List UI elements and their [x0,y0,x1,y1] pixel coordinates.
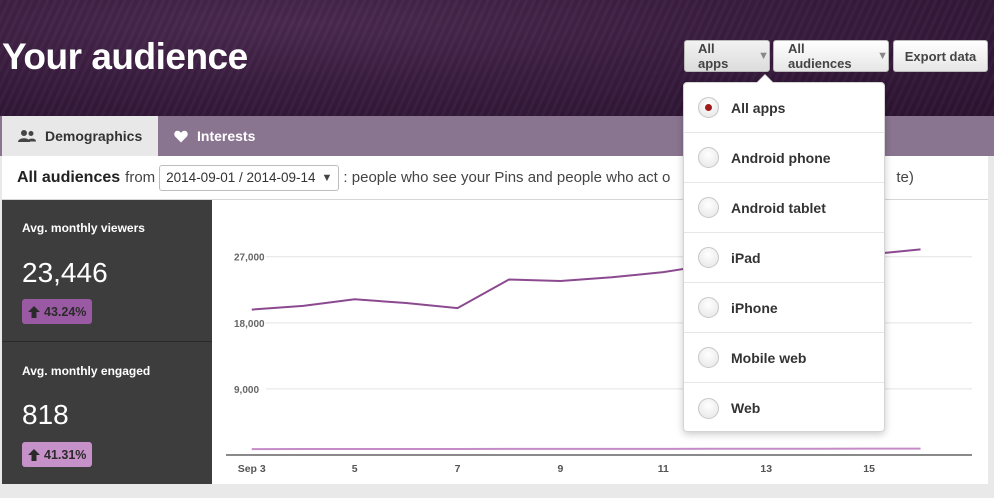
apps-dropdown-menu: All apps Android phone Android tablet iPad i… [683,74,885,433]
tab-demographics-label: Demographics [45,128,143,144]
radio-button[interactable] [698,397,719,419]
radio-button[interactable] [698,197,719,218]
stat-label: Avg. monthly engaged [22,364,151,378]
app-option-label: Android tablet [731,199,826,216]
page-title: Your audience [2,36,248,77]
tab-demographics[interactable]: Demographics [2,116,158,156]
audience-description-end: te) [896,169,914,186]
export-data-button[interactable]: Export data [893,40,988,72]
change-value: 43.24% [44,304,87,319]
app-option-label: iPad [731,249,761,266]
radio-button[interactable] [698,297,719,318]
people-icon [18,130,36,142]
app-option-label: Android phone [731,149,831,166]
app-option[interactable]: Mobile web [684,333,884,383]
audience-description: : people who see your Pins and people wh… [343,169,671,186]
app-option[interactable]: Android phone [684,133,884,183]
stat-value: 818 [22,399,69,430]
stats-panel: Avg. monthly viewers 23,446 43.24% Avg. … [2,200,212,484]
arrow-up-icon [28,448,40,461]
all-audiences-label: All audiences [788,41,852,71]
app-option[interactable]: All apps [684,83,884,133]
radio-button[interactable] [698,347,719,368]
export-data-label: Export data [904,48,977,64]
app-option[interactable]: Android tablet [684,183,884,233]
app-option-label: iPhone [731,299,778,316]
stat-viewers: Avg. monthly viewers 23,446 43.24% [2,200,212,342]
x-tick-label: 9 [557,463,563,475]
change-badge: 41.31% [22,442,93,467]
app-option-label: Web [731,400,761,416]
y-tick-label: 27,000 [234,253,265,264]
stat-value: 23,446 [22,257,108,288]
radio-button[interactable] [698,247,719,268]
app-option-label: Mobile web [731,349,807,366]
app-option[interactable]: iPad [684,233,884,283]
change-value: 41.31% [44,447,87,462]
y-tick-label: 9,000 [234,385,259,396]
date-range-select[interactable]: 2014-09-01 / 2014-09-14 ▼ [159,164,340,191]
radio-button[interactable] [698,147,719,168]
stat-label: Avg. monthly viewers [22,221,145,235]
tab-interests[interactable]: Interests [158,116,276,156]
stat-engaged: Avg. monthly engaged 818 41.31% [2,342,212,484]
change-badge: 43.24% [22,299,93,324]
caret-down-icon: ▼ [758,50,769,62]
all-audiences-dropdown-button[interactable]: All audiences ▼ [773,40,889,72]
radio-button[interactable] [698,97,719,118]
x-tick-label: 15 [863,463,875,475]
all-apps-label: All apps [698,41,729,71]
from-label: from [125,169,156,186]
date-range-value: 2014-09-01 / 2014-09-14 [166,170,316,185]
x-tick-label: 13 [760,463,772,475]
app-option[interactable]: Web [684,383,884,433]
x-tick-label: 5 [352,463,358,475]
caret-down-icon: ▼ [321,171,333,184]
y-tick-label: 18,000 [234,319,265,330]
app-option-label: All apps [731,99,786,116]
app-option[interactable]: iPhone [684,283,884,333]
x-tick-label: 11 [658,463,669,475]
caret-down-icon: ▼ [877,50,888,62]
all-apps-dropdown-button[interactable]: All apps ▼ [684,40,770,72]
x-tick-label: 7 [455,463,461,475]
tab-interests-label: Interests [197,128,256,144]
x-tick-label: Sep 3 [238,463,266,475]
audience-filter-label: All audiences [17,168,121,186]
arrow-up-icon [28,305,40,318]
heart-icon [174,130,188,142]
